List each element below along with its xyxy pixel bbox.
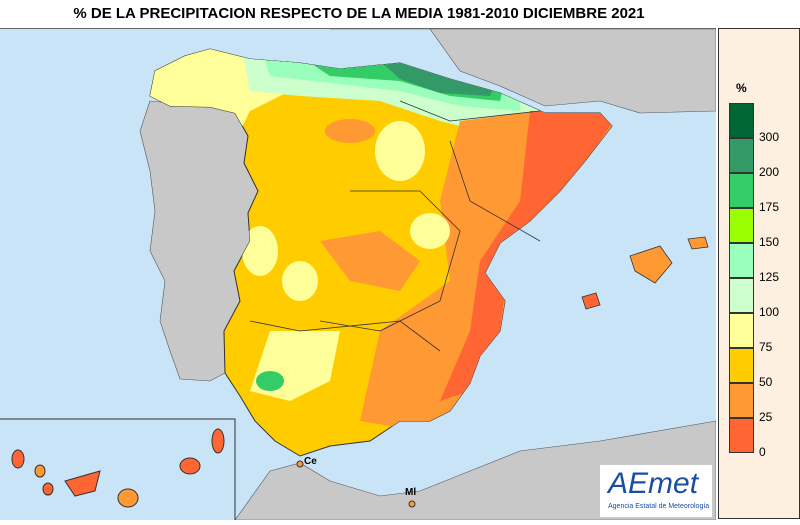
legend-swatch <box>729 208 754 243</box>
legend-label: 175 <box>759 200 780 214</box>
legend-label: 125 <box>759 270 780 284</box>
map-title: % DE LA PRECIPITACION RESPECTO DE LA MED… <box>73 5 645 22</box>
balearic-islands <box>581 236 709 310</box>
legend-swatch <box>729 138 754 173</box>
logo-text: AEmet <box>608 467 699 500</box>
legend-swatch <box>729 383 754 418</box>
melilla-dot <box>408 500 416 508</box>
legend-swatch <box>729 313 754 348</box>
legend-label: 0 <box>759 445 766 459</box>
logo-subtitle: Agencia Estatal de Meteorología <box>608 503 710 510</box>
legend-label: 200 <box>759 165 780 179</box>
legend-swatch <box>729 103 754 138</box>
legend-swatch <box>729 173 754 208</box>
legend-label: 150 <box>759 235 780 249</box>
legend-swatch <box>729 348 754 383</box>
ceuta-dot <box>296 460 304 468</box>
legend-swatch <box>729 418 754 453</box>
legend-label: 25 <box>759 410 773 424</box>
legend-unit: % <box>736 81 747 95</box>
canary-islands-inset <box>0 418 236 520</box>
legend-swatch <box>729 243 754 278</box>
precipitation-map <box>0 28 717 521</box>
aemet-logo: AEmet Agencia Estatal de Meteorología <box>600 465 712 517</box>
ceuta-label: Ce <box>304 456 317 467</box>
legend-label: 300 <box>759 130 780 144</box>
legend-label: 75 <box>759 340 773 354</box>
legend-label: 100 <box>759 305 780 319</box>
legend-label: 50 <box>759 375 773 389</box>
legend: % 300 200 175 150 125 100 75 50 25 0 <box>718 28 800 519</box>
map-svg <box>0 28 717 521</box>
melilla-label: Ml <box>405 487 417 498</box>
legend-swatch <box>729 278 754 313</box>
